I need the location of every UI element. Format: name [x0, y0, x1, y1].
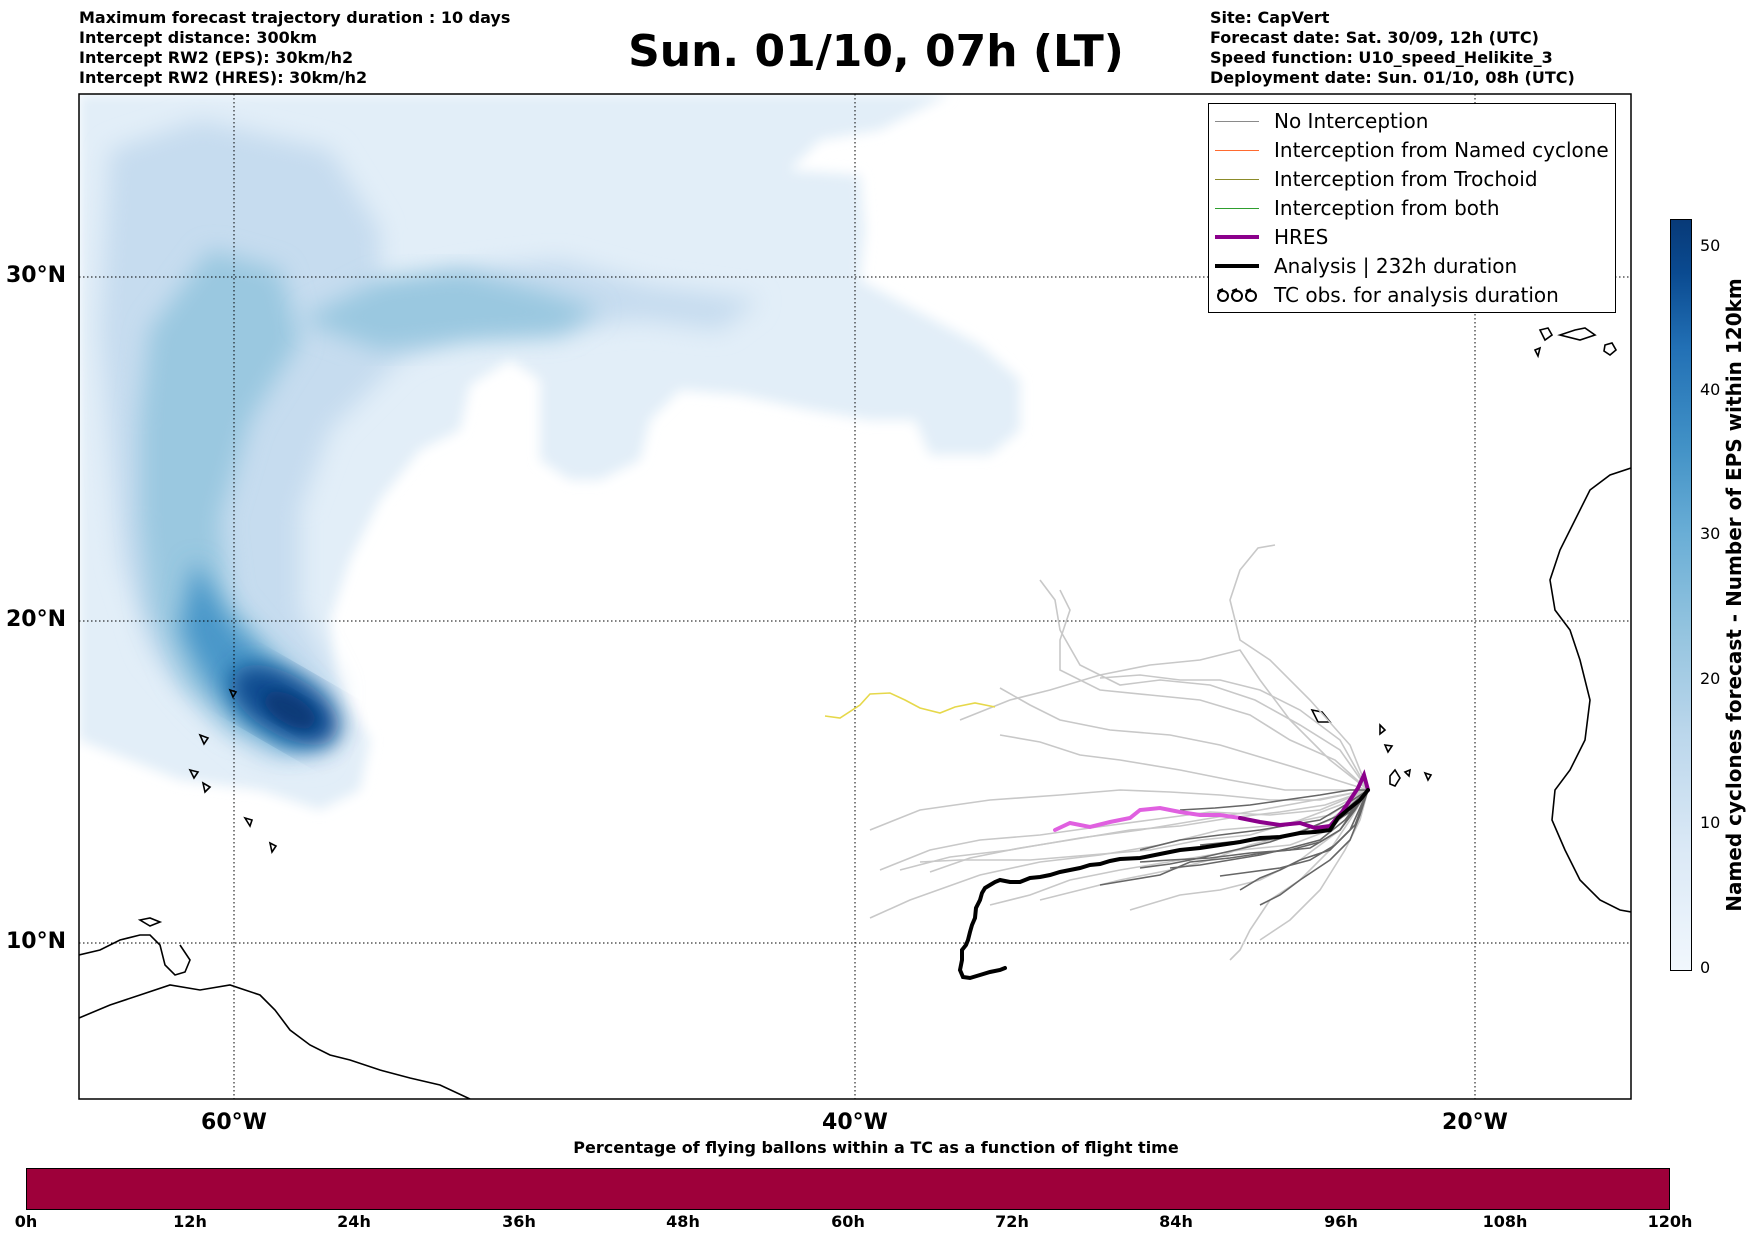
timebar-tick: 96h	[1324, 1212, 1358, 1231]
colorbar-tick: 30	[1700, 524, 1721, 543]
lat-label: 20°N	[6, 607, 67, 632]
legend-label: Interception from both	[1274, 196, 1500, 220]
timebar-tick: 60h	[831, 1212, 865, 1231]
header-right-line: Forecast date: Sat. 30/09, 12h (UTC)	[1210, 28, 1539, 47]
colorbar-tick: 40	[1700, 380, 1721, 399]
legend-item: Interception from both	[1215, 195, 1500, 221]
legend-item: Interception from Named cyclone	[1215, 137, 1609, 163]
hres-trajectory	[1053, 769, 1370, 832]
legend-item: Analysis | 232h duration	[1215, 253, 1517, 279]
legend-label: Interception from Trochoid	[1274, 167, 1538, 191]
eps-trajectories	[824, 544, 1369, 961]
header-right-line: Site: CapVert	[1210, 8, 1330, 27]
map-frame	[78, 93, 1632, 1100]
header-left-info: Maximum forecast trajectory duration : 1…	[79, 8, 510, 88]
timebar-title: Percentage of flying ballons within a TC…	[573, 1138, 1179, 1157]
colorbar-tick: 10	[1700, 813, 1721, 832]
header-right-info: Site: CapVert Forecast date: Sat. 30/09,…	[1210, 8, 1575, 88]
legend-item: HRES	[1215, 224, 1328, 250]
legend: No Interception Interception from Named …	[1208, 103, 1616, 313]
legend-label: TC obs. for analysis duration	[1274, 283, 1559, 307]
legend-item: TC obs. for analysis duration	[1215, 282, 1559, 308]
legend-swatch	[1215, 235, 1259, 239]
header-left-line: Intercept distance: 300km	[79, 28, 318, 47]
map-title: Sun. 01/10, 07h (LT)	[628, 26, 1124, 77]
legend-swatch	[1215, 264, 1259, 268]
legend-item: No Interception	[1215, 108, 1428, 134]
header-left-line: Maximum forecast trajectory duration : 1…	[79, 8, 511, 27]
lat-label: 30°N	[6, 263, 67, 288]
timebar-tick: 12h	[173, 1212, 207, 1231]
colorbar-tick: 20	[1700, 669, 1721, 688]
timebar-tick: 84h	[1159, 1212, 1193, 1231]
header-right-line: Speed function: U10_speed_Helikite_3	[1210, 48, 1553, 67]
legend-label: No Interception	[1274, 109, 1429, 133]
lon-label: 40°W	[822, 1110, 888, 1135]
timebar-tick: 0h	[14, 1212, 38, 1231]
header-left-line: Intercept RW2 (EPS): 30km/h2	[79, 48, 354, 67]
analysis-trajectory	[957, 788, 1370, 981]
coastlines	[79, 327, 1631, 1099]
timebar	[26, 1168, 1670, 1210]
colorbar-tick: 0	[1700, 958, 1711, 977]
cyclone-density-field	[79, 94, 1020, 810]
legend-swatch	[1215, 149, 1259, 151]
colorbar	[1670, 219, 1692, 971]
legend-swatch	[1215, 207, 1259, 209]
legend-label: Analysis | 232h duration	[1274, 254, 1518, 278]
legend-label: Interception from Named cyclone	[1274, 138, 1609, 162]
timebar-tick: 120h	[1647, 1212, 1693, 1231]
colorbar-tick: 50	[1700, 236, 1721, 255]
timebar-tick: 36h	[502, 1212, 536, 1231]
legend-swatch	[1215, 178, 1259, 180]
legend-label: HRES	[1274, 225, 1329, 249]
header-left-line: Intercept RW2 (HRES): 30km/h2	[79, 68, 368, 87]
lat-label: 10°N	[6, 929, 67, 954]
header-right-line: Deployment date: Sun. 01/10, 08h (UTC)	[1210, 68, 1575, 87]
timebar-tick: 108h	[1482, 1212, 1528, 1231]
timebar-tick: 48h	[666, 1212, 700, 1231]
legend-item: Interception from Trochoid	[1215, 166, 1538, 192]
timebar-tick: 24h	[337, 1212, 371, 1231]
lon-label: 60°W	[201, 1110, 267, 1135]
legend-swatch	[1215, 120, 1259, 122]
tc-obs-icon	[1217, 288, 1257, 302]
lon-label: 20°W	[1442, 1110, 1508, 1135]
timebar-tick: 72h	[995, 1212, 1029, 1231]
colorbar-label: Named cyclones forecast - Number of EPS …	[1722, 278, 1746, 912]
